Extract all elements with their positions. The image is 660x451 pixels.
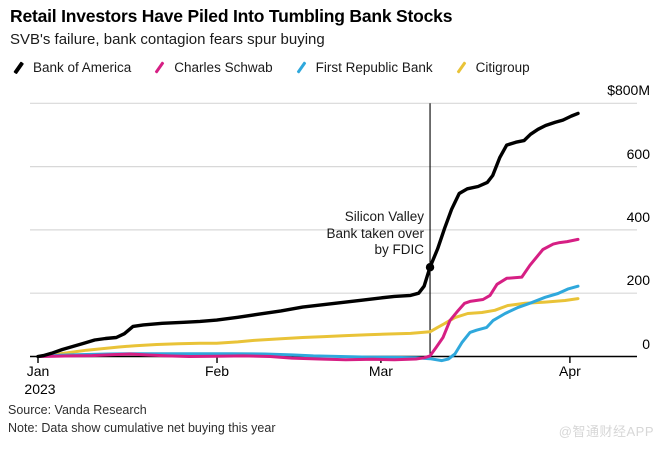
y-tick-label: $800M: [607, 82, 650, 99]
event-annotation-line: by FDIC: [374, 242, 424, 257]
event-annotation: Silicon Valley Bank taken over by FDIC: [326, 209, 424, 259]
event-annotation-line: Bank taken over: [326, 225, 424, 241]
source-text: Source: Vanda Research: [8, 403, 147, 417]
x-tick-label: Jan: [26, 363, 50, 379]
y-tick-label: 600: [626, 145, 650, 162]
x-tick-label: Apr: [558, 363, 581, 379]
x-tick-sublabel: 2023: [24, 381, 56, 397]
legend-item-first_republic: First Republic Bank: [295, 60, 433, 75]
legend-item-citigroup: Citigroup: [455, 60, 530, 75]
series-charles_schwab: [36, 237, 580, 362]
chart-subtitle: SVB's failure, bank contagion fears spur…: [10, 31, 325, 48]
y-tick-label: 0: [642, 335, 650, 352]
y-tick-label: 200: [626, 272, 650, 289]
legend-item-bank_of_america: Bank of America: [12, 60, 131, 75]
y-tick-label: 400: [626, 208, 650, 225]
x-tick-label: Mar: [368, 363, 393, 379]
legend-label: Bank of America: [33, 60, 132, 75]
note-text: Note: Data show cumulative net buying th…: [8, 421, 276, 435]
series-bank_of_america: [36, 111, 580, 359]
event-annotation-line: Silicon Valley: [344, 209, 424, 224]
legend-label: Citigroup: [475, 60, 530, 75]
series-citigroup: [36, 297, 580, 358]
legend-label: First Republic Bank: [315, 60, 433, 75]
chart-title: Retail Investors Have Piled Into Tumblin…: [10, 6, 453, 26]
series-first_republic: [36, 284, 580, 363]
legend-item-charles_schwab: Charles Schwab: [153, 60, 273, 75]
event-dot: [425, 263, 435, 272]
legend-label: Charles Schwab: [174, 60, 273, 75]
x-tick-label: Feb: [204, 363, 230, 379]
watermark: @智通财经APP: [558, 424, 654, 439]
chart-legend: Bank of America Charles Schwab First Repub…: [12, 60, 530, 75]
